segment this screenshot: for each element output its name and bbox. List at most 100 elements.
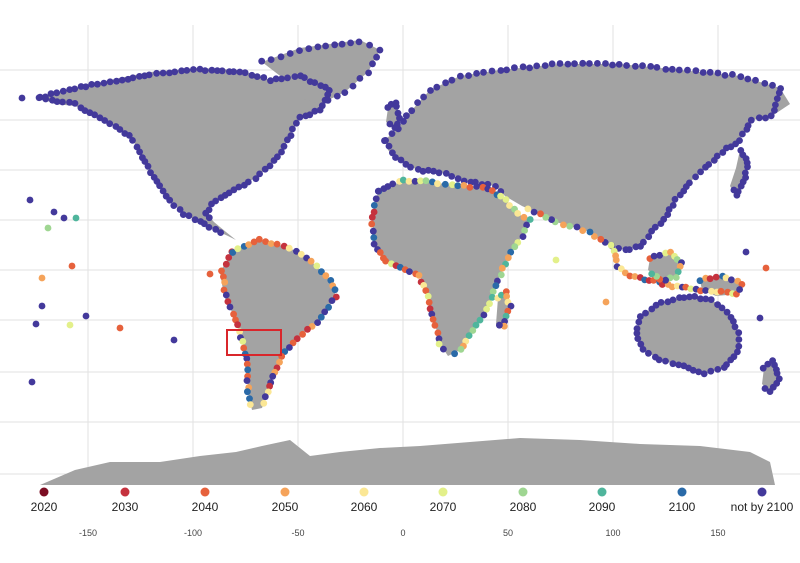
coastal-point [507,248,515,256]
coastal-point [341,89,349,96]
coastal-point [511,64,518,72]
coastal-point [739,130,746,138]
coastal-point [125,132,133,139]
coastal-point [280,142,288,150]
coastal-point [488,67,496,75]
coastal-point [144,162,152,170]
legend-swatch-2080 [518,487,528,497]
coastal-point [72,214,80,222]
coastal-point [129,74,137,82]
coastal-point [473,70,480,77]
coastal-point [492,282,500,290]
coastal-point [230,310,238,318]
coastal-point [53,89,61,97]
coastal-point [560,221,567,229]
legend-swatch-2090 [597,487,607,497]
coastal-point [314,43,322,51]
coastal-point [720,364,728,371]
coastal-point [542,213,550,221]
coastal-point [498,264,506,272]
coastal-point [141,158,149,165]
coastal-projection-points [18,38,784,408]
coastal-point [523,221,530,229]
coastal-point [159,69,167,77]
coastal-point [355,38,363,46]
coastal-point [331,41,339,49]
coastal-point [602,60,609,67]
coastal-point [702,163,709,171]
coastal-point [602,298,610,306]
coastal-point [675,361,683,369]
coastal-point [420,93,427,101]
coastal-point [738,281,746,288]
coastal-point [200,220,208,228]
coastal-point [101,117,109,124]
coastal-point [692,67,700,75]
coastal-point [68,262,76,270]
coastal-point [434,180,441,188]
coastal-point [267,77,274,85]
coastal-point [218,267,225,275]
coastal-point [293,335,301,343]
coastal-point [42,93,49,101]
coastal-point [430,167,437,175]
legend-label-2100: 2100 [669,500,696,514]
coastal-point [38,274,46,282]
coastal-point [699,69,707,76]
coastal-point [526,64,533,72]
coastal-point [293,119,300,127]
coastal-point [116,324,124,332]
coastal-point [129,137,136,144]
coastal-point [260,74,268,81]
coastal-point [672,274,680,281]
coastal-point [208,66,216,74]
coastal-point [714,366,722,373]
coastal-point [429,316,437,323]
coastal-point [541,62,549,69]
coastal-point [448,173,456,180]
coastal-point [454,175,462,183]
coastal-point [408,107,416,115]
coastal-point [707,367,715,375]
coastal-point [396,114,403,122]
coastal-point [636,313,644,320]
coastal-point [723,308,731,316]
coastal-point [250,238,258,246]
coastal-point [632,243,640,251]
coastal-point [302,112,310,120]
legend-swatch-not-by-2100 [757,487,767,497]
legend-label-2050: 2050 [272,500,299,514]
coastal-point [691,293,699,300]
north-america [40,68,330,240]
coastal-point [276,358,283,366]
coastal-point [243,360,251,368]
coastal-point [369,227,377,235]
coastal-point [370,208,378,216]
coastal-point [374,187,382,195]
coastal-point [665,206,673,213]
coastal-point [607,241,615,249]
coastal-point [623,62,630,69]
coastal-point [735,336,743,343]
coastal-point [669,296,677,304]
coastal-point [675,66,683,74]
coastal-point [662,276,669,284]
coastal-point [639,346,647,353]
coastal-point [53,98,61,105]
coastal-point [722,274,730,282]
coastal-point [28,378,36,386]
coastal-point [166,196,174,204]
antarctica [40,438,775,485]
coastal-point [147,169,154,177]
coastal-point [639,62,646,70]
coastal-point [240,344,248,352]
coastal-point [66,321,74,329]
coastal-point [520,213,528,221]
legend-swatch-2100 [677,487,687,497]
coastal-point [771,106,778,114]
coastal-point [766,388,774,395]
coastal-point [222,291,230,299]
coastal-point [179,211,187,219]
coastal-point [612,256,620,264]
coastal-point [296,113,304,121]
